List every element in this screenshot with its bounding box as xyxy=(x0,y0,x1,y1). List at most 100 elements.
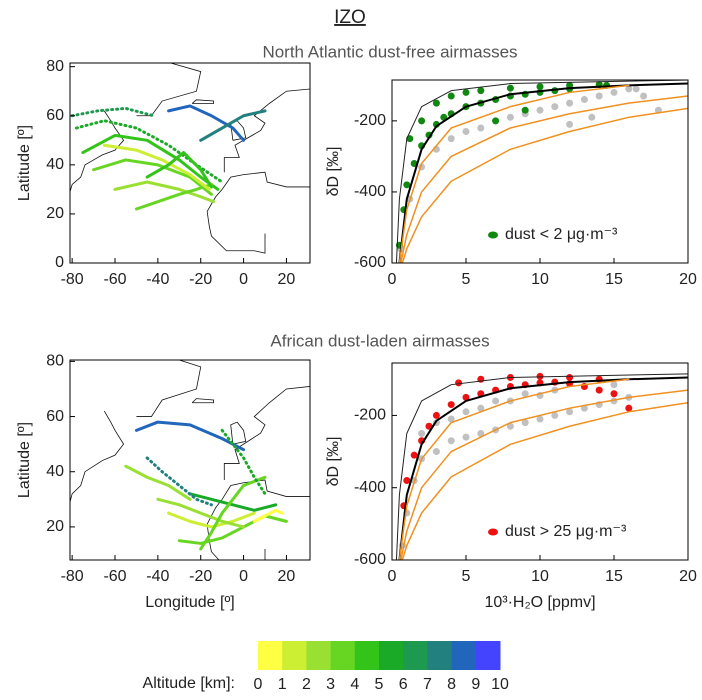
data-point xyxy=(477,87,485,95)
trajectory xyxy=(177,514,288,545)
coastline xyxy=(70,110,125,194)
x-tick-label: -60 xyxy=(103,271,126,288)
data-point xyxy=(566,81,574,89)
data-point xyxy=(455,379,463,387)
x-tick-label: 5 xyxy=(462,568,471,585)
data-point xyxy=(610,88,618,96)
y-tick-label: 0 xyxy=(55,254,64,271)
data-point xyxy=(462,408,470,416)
data-point xyxy=(566,408,574,416)
x-tick-label: 0 xyxy=(239,568,248,585)
x-tick-label: -20 xyxy=(189,568,212,585)
y-axis-label: Latitude [º] xyxy=(16,125,33,201)
y-tick-label: 40 xyxy=(46,156,64,173)
y-axis-label: δD [‰] xyxy=(325,437,342,487)
data-point xyxy=(566,120,574,128)
data-point xyxy=(477,429,485,437)
y-tick-label: 60 xyxy=(46,408,64,425)
y-axis-label: Latitude [º] xyxy=(16,422,33,498)
colorbar-swatch xyxy=(258,641,283,670)
trajectory xyxy=(167,511,256,529)
data-point xyxy=(632,85,640,93)
colorbar-tick-label: 5 xyxy=(375,676,384,693)
data-point xyxy=(551,411,559,419)
x-axis-label: Longitude [º] xyxy=(145,594,234,611)
coastline xyxy=(206,479,310,525)
trajectory xyxy=(145,151,213,189)
trajectory xyxy=(92,158,213,196)
row-title: North Atlantic dust-free airmasses xyxy=(262,42,517,61)
legend-marker xyxy=(488,231,498,239)
x-tick-label: 20 xyxy=(679,271,697,288)
colorbar-tick-label: 1 xyxy=(278,676,287,693)
figure-title: IZO xyxy=(334,7,366,28)
x-tick-label: 10 xyxy=(531,271,549,288)
data-point xyxy=(551,103,559,111)
model-curve xyxy=(401,107,688,263)
data-point xyxy=(506,113,514,121)
data-point xyxy=(447,437,455,445)
colorbar-swatch xyxy=(306,641,332,670)
trajectory xyxy=(145,456,213,507)
y-tick-label: 80 xyxy=(46,58,64,75)
y-tick-label: -400 xyxy=(354,479,386,496)
data-point xyxy=(506,422,514,430)
y-tick-label: 40 xyxy=(46,463,64,480)
row-title: African dust-laden airmasses xyxy=(270,331,489,350)
colorbar-swatch xyxy=(354,641,380,670)
data-point xyxy=(492,397,500,405)
x-tick-label: 5 xyxy=(462,271,471,288)
x-tick-label: 20 xyxy=(278,568,296,585)
data-point xyxy=(403,476,411,484)
coastline xyxy=(191,398,214,404)
data-point xyxy=(521,106,529,114)
y-tick-label: -200 xyxy=(354,407,386,424)
x-tick-label: 20 xyxy=(679,568,697,585)
trajectory xyxy=(167,104,246,142)
colorbar-tick-label: 8 xyxy=(447,676,456,693)
data-point xyxy=(432,411,440,419)
coastline xyxy=(136,63,202,117)
coastline xyxy=(191,99,214,104)
colorbar-swatch xyxy=(379,641,404,670)
y-axis-label: δD [‰] xyxy=(325,147,342,197)
trajectory xyxy=(74,119,224,184)
x-axis-label: 10³·H₂O [ppmv] xyxy=(484,594,595,611)
plot-area xyxy=(70,63,310,254)
model-curve xyxy=(398,82,688,263)
data-point xyxy=(595,92,603,100)
data-point xyxy=(588,113,596,121)
data-point xyxy=(536,106,544,114)
coastline xyxy=(70,410,125,504)
x-tick-label: 15 xyxy=(605,568,623,585)
legend-label: dust < 2 μg·m⁻³ xyxy=(505,226,618,243)
model-curve xyxy=(395,80,688,263)
coastline xyxy=(223,386,310,480)
x-tick-label: -80 xyxy=(61,271,84,288)
legend-label: dust > 25 μg·m⁻³ xyxy=(505,523,627,540)
trajectory xyxy=(188,492,278,512)
x-tick-label: 10 xyxy=(531,568,549,585)
colorbar-swatch xyxy=(427,641,453,670)
trajectory xyxy=(220,428,267,496)
y-tick-label: 20 xyxy=(46,205,64,222)
data-point xyxy=(462,128,470,136)
colorbar-tick-label: 10 xyxy=(491,676,509,693)
data-point xyxy=(462,393,470,401)
y-tick-label: -400 xyxy=(354,183,386,200)
data-point xyxy=(492,117,500,125)
data-point xyxy=(610,381,618,389)
data-point xyxy=(595,386,603,394)
trajectory xyxy=(252,508,284,523)
x-tick-label: -80 xyxy=(61,568,84,585)
data-point xyxy=(521,390,529,398)
model-curve xyxy=(401,402,688,560)
coastline xyxy=(230,421,247,445)
colorbar-tick-label: 6 xyxy=(399,676,408,693)
data-point xyxy=(447,401,455,409)
data-point xyxy=(447,415,455,423)
x-tick-label: -20 xyxy=(189,271,212,288)
model-curve xyxy=(398,84,630,263)
colorbar-swatch xyxy=(451,641,477,670)
